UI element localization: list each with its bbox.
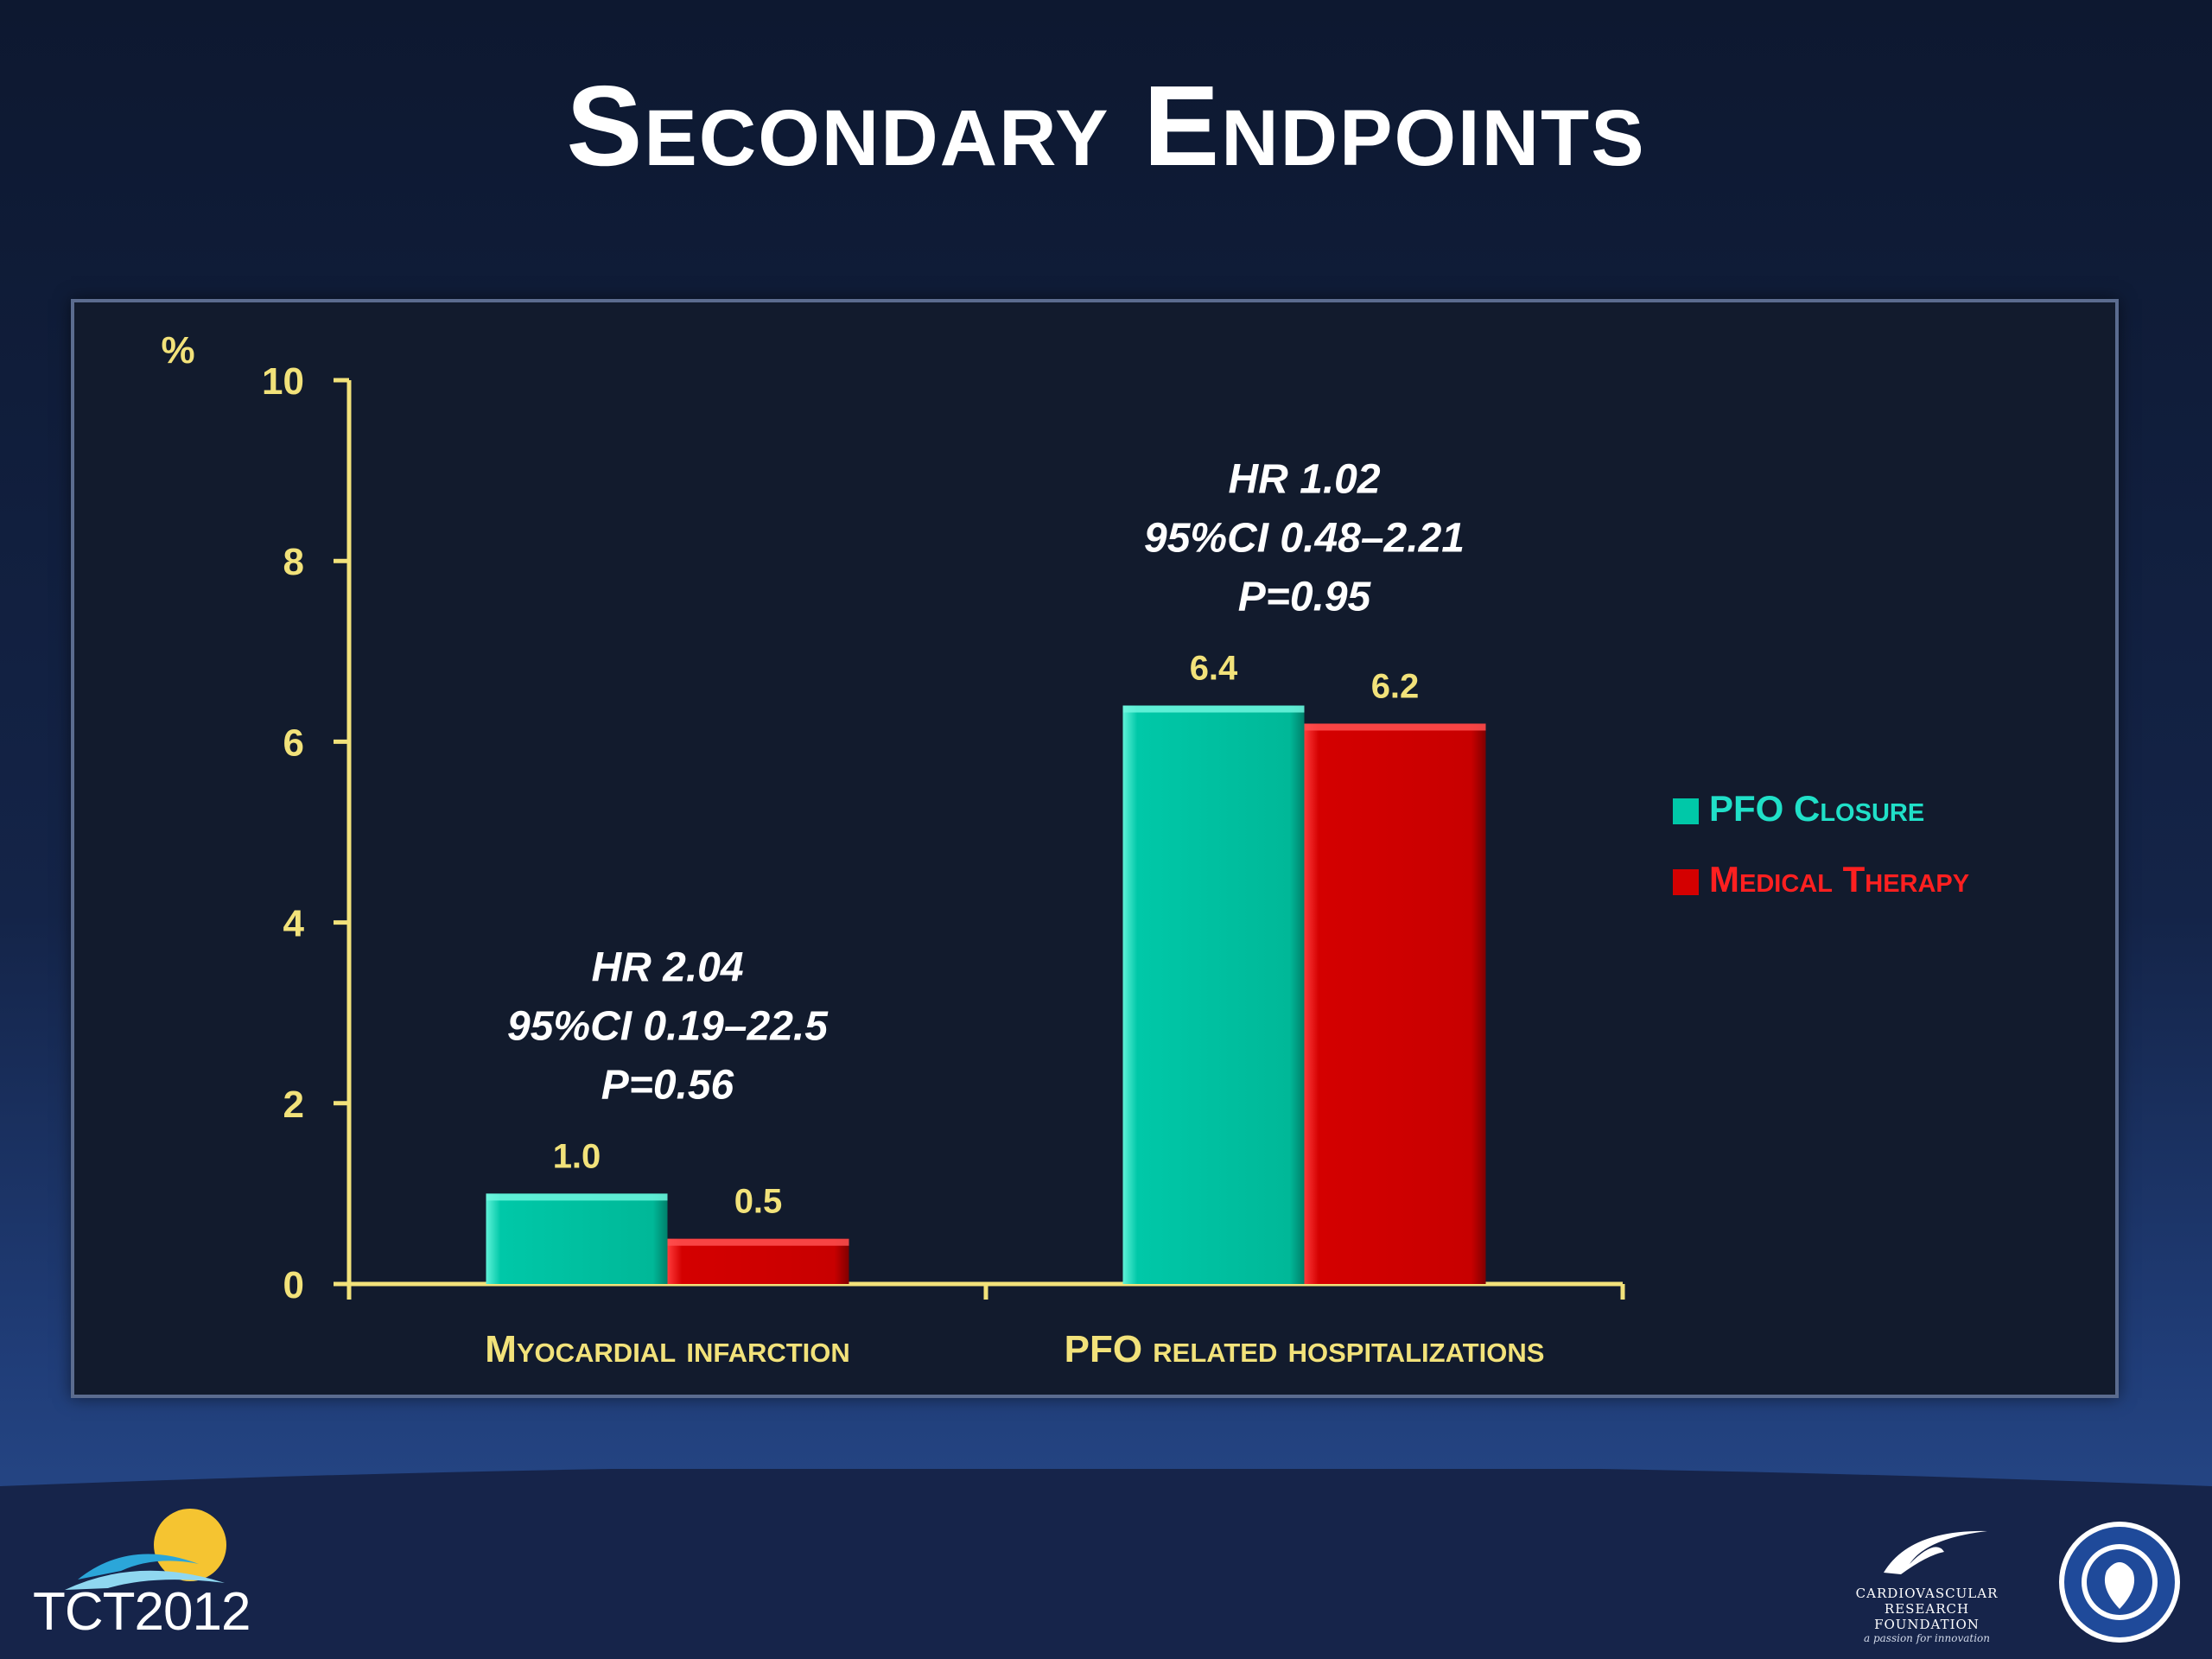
annotations: HR 2.04 95%CI 0.19–22.5 P=0.56 HR 1.02 95%CI… <box>507 457 1465 1109</box>
legend-label: PFO Closure <box>1709 788 1924 829</box>
legend-swatch-medical-therapy <box>1673 869 1699 895</box>
bar-chart: % 0 2 4 6 8 10 Myocardial infarction PFO relat… <box>161 329 1969 1370</box>
y-tick-label: 0 <box>283 1264 304 1306</box>
bar-pfo-closure <box>486 1193 668 1284</box>
legend: PFO Closure Medical Therapy <box>1673 788 1969 899</box>
y-axis: 0 2 4 6 8 10 <box>262 360 352 1306</box>
crf-logo-line-1: CARDIOVASCULAR <box>1855 1586 1999 1601</box>
data-label: 6.4 <box>1190 650 1238 688</box>
footer-wave <box>0 1469 2212 1659</box>
crf-swoosh-icon <box>1884 1530 1987 1574</box>
bars: 1.0 6.4 0.5 6.2 <box>486 650 1486 1284</box>
bar-medical-therapy <box>1304 723 1486 1284</box>
y-tick-label: 10 <box>262 360 304 403</box>
crf-logo-line-2: RESEARCH FOUNDATION <box>1874 1601 1980 1632</box>
stat-annotation-line: 95%CI 0.48–2.21 <box>1144 516 1465 562</box>
tct-logo-text: TCT2012 <box>33 1582 251 1642</box>
y-tick-label: 6 <box>283 721 304 764</box>
x-axis: Myocardial infarction PFO related hospita… <box>346 1281 1625 1370</box>
crf-logo: CARDIOVASCULAR RESEARCH FOUNDATION a pas… <box>1832 1521 2022 1650</box>
x-category-label: PFO related hospitalizations <box>1065 1328 1545 1370</box>
stat-annotation-line: HR 2.04 <box>591 944 743 990</box>
data-label: 0.5 <box>734 1183 783 1221</box>
acc-seal-icon <box>2059 1522 2180 1643</box>
bar-medical-therapy <box>667 1238 849 1284</box>
crf-tagline: a passion for innovation <box>1863 1632 1990 1644</box>
bar-top-bevel <box>1304 723 1486 731</box>
legend-label: Medical Therapy <box>1709 859 1969 899</box>
y-tick-label: 8 <box>283 541 304 583</box>
y-axis-label: % <box>161 329 194 372</box>
y-tick-label: 4 <box>283 903 305 945</box>
stat-annotation-line: 95%CI 0.19–22.5 <box>507 1003 829 1049</box>
legend-swatch-pfo-closure <box>1673 798 1699 824</box>
bar-top-bevel <box>1122 705 1305 713</box>
data-label: 1.0 <box>553 1137 601 1175</box>
stat-annotation-line: P=0.95 <box>1238 575 1372 620</box>
slide-title: Secondary Endpoints <box>566 62 1646 189</box>
chart-panel: % 0 2 4 6 8 10 Myocardial infarction PFO relat… <box>71 299 2119 1398</box>
y-tick-label: 2 <box>283 1084 304 1126</box>
bar-top-bevel <box>667 1238 849 1246</box>
bar-top-bevel <box>486 1193 668 1201</box>
stat-annotation-line: P=0.56 <box>601 1062 734 1108</box>
stat-annotation-line: HR 1.02 <box>1228 457 1380 503</box>
tct-logo-icon <box>65 1509 226 1590</box>
data-label: 6.2 <box>1371 667 1420 705</box>
bar-pfo-closure <box>1122 705 1305 1284</box>
x-category-label: Myocardial infarction <box>485 1328 850 1370</box>
